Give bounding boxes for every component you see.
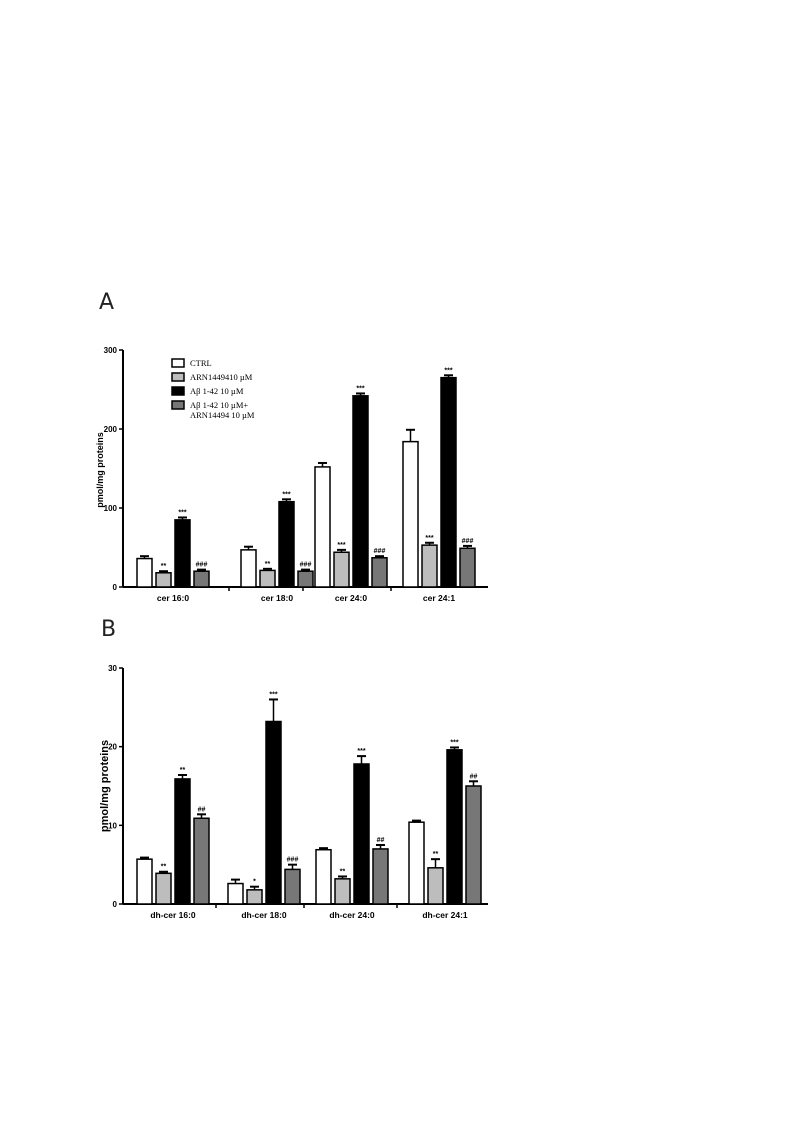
chart-0-significance-label: ### bbox=[300, 562, 312, 569]
chart-1-y-tick-label: 10 bbox=[108, 821, 117, 830]
chart-0-bar bbox=[155, 572, 172, 588]
chart-1-bar bbox=[284, 868, 301, 905]
chart-0-y-axis-label: pmol/mg proteins bbox=[95, 432, 105, 508]
chart-0-significance-label: *** bbox=[178, 509, 186, 516]
chart-0-category-label: cer 16:0 bbox=[157, 593, 189, 603]
legend-entry-1: ARN1449410 µM bbox=[190, 372, 253, 382]
chart-1-significance-label: ** bbox=[180, 767, 186, 774]
chart-0-category-label: cer 24:0 bbox=[335, 593, 367, 603]
chart-1-significance-label: ## bbox=[377, 837, 385, 844]
chart-0-bar bbox=[314, 466, 331, 588]
chart-1-bar bbox=[334, 878, 351, 905]
chart-1-bar bbox=[353, 763, 370, 905]
chart-1-significance-label: ## bbox=[198, 806, 206, 813]
chart-0-significance-label: ### bbox=[462, 538, 474, 545]
chart-1-category-label: dh-cer 24:0 bbox=[329, 910, 375, 920]
chart-0-bar bbox=[240, 549, 257, 588]
chart-1-bar bbox=[155, 872, 172, 905]
chart-1-bar bbox=[227, 882, 244, 905]
chart-1-bar bbox=[174, 778, 191, 905]
chart-1-bar bbox=[427, 867, 444, 905]
legend-entry-4: ARN14494 10 µM bbox=[190, 410, 255, 420]
chart-1-significance-label: ** bbox=[340, 868, 346, 875]
chart-0-significance-label: *** bbox=[356, 385, 364, 392]
legend-swatch-1 bbox=[171, 372, 185, 382]
chart-1-y-tick-label: 20 bbox=[108, 743, 117, 752]
chart-1-bar bbox=[446, 749, 463, 905]
chart-0-bar bbox=[174, 519, 191, 588]
chart-0-y-tick-label: 100 bbox=[104, 504, 118, 513]
chart-0-bar bbox=[402, 440, 419, 588]
chart-0-bar bbox=[440, 376, 457, 588]
legend-swatch-3 bbox=[171, 400, 185, 410]
chart-0-significance-label: ** bbox=[161, 563, 167, 570]
chart-1-significance-label: ### bbox=[287, 857, 299, 864]
chart-1-bar bbox=[465, 785, 482, 905]
chart-0-significance-label: *** bbox=[337, 542, 345, 549]
chart-1-bar bbox=[193, 817, 210, 905]
chart-1-significance-label: ## bbox=[470, 773, 478, 780]
chart-1-category-label: dh-cer 24:1 bbox=[422, 910, 468, 920]
chart-0-y-tick-label: 0 bbox=[113, 583, 118, 592]
chart-0-bar bbox=[297, 570, 314, 588]
chart-0-bar bbox=[136, 557, 153, 588]
chart-1-y-tick-label: 0 bbox=[113, 900, 118, 909]
chart-0-significance-label: ### bbox=[196, 562, 208, 569]
chart-0-bar bbox=[259, 569, 276, 588]
chart-0-bar bbox=[278, 500, 295, 588]
chart-0-significance-label: ** bbox=[265, 561, 271, 568]
chart-0-category-label: cer 24:1 bbox=[423, 593, 455, 603]
chart-1-bar bbox=[246, 889, 263, 905]
chart-1-bar bbox=[136, 858, 153, 905]
chart-1-y-axis-label: pmol/mg proteins bbox=[99, 740, 111, 832]
chart-0-bar bbox=[352, 395, 369, 588]
panel-a-label: A bbox=[99, 290, 115, 315]
chart-1-significance-label: ** bbox=[433, 851, 439, 858]
chart-0-significance-label: *** bbox=[282, 491, 290, 498]
legend-entry-2: Aβ 1-42 10 µM bbox=[190, 386, 244, 396]
chart-1-bar bbox=[315, 848, 332, 905]
chart-0-category-label: cer 18:0 bbox=[261, 593, 293, 603]
chart-1-bar bbox=[408, 821, 425, 905]
chart-0-y-tick-label: 200 bbox=[104, 425, 118, 434]
legend-swatch-2 bbox=[171, 386, 185, 396]
chart-0-significance-label: *** bbox=[444, 367, 452, 374]
chart-1-significance-label: *** bbox=[450, 739, 458, 746]
legend-swatch-0 bbox=[171, 358, 185, 368]
chart-0-significance-label: *** bbox=[425, 535, 433, 542]
chart-1-significance-label: * bbox=[253, 879, 256, 886]
legend-entry-3: Aβ 1-42 10 µM+ bbox=[190, 400, 248, 410]
chart-0-significance-label: ### bbox=[374, 548, 386, 555]
chart-0-y-tick-label: 300 bbox=[104, 346, 118, 355]
chart-0-bar bbox=[459, 547, 476, 588]
chart-1-category-label: dh-cer 16:0 bbox=[150, 910, 196, 920]
chart-1-significance-label: *** bbox=[357, 748, 365, 755]
chart-1-significance-label: ** bbox=[161, 864, 167, 871]
chart-0-bar bbox=[371, 557, 388, 588]
chart-1-bar bbox=[372, 848, 389, 905]
chart-0-bar bbox=[193, 570, 210, 588]
chart-1-y-tick-label: 30 bbox=[108, 664, 117, 673]
chart-1-category-label: dh-cer 18:0 bbox=[241, 910, 287, 920]
chart-0-bar bbox=[421, 544, 438, 588]
chart-1-bar bbox=[265, 720, 282, 905]
legend-entry-0: CTRL bbox=[190, 358, 212, 368]
chart-0-bar bbox=[333, 551, 350, 588]
panel-b-label: B bbox=[101, 617, 117, 642]
chart-1-significance-label: *** bbox=[269, 691, 277, 698]
